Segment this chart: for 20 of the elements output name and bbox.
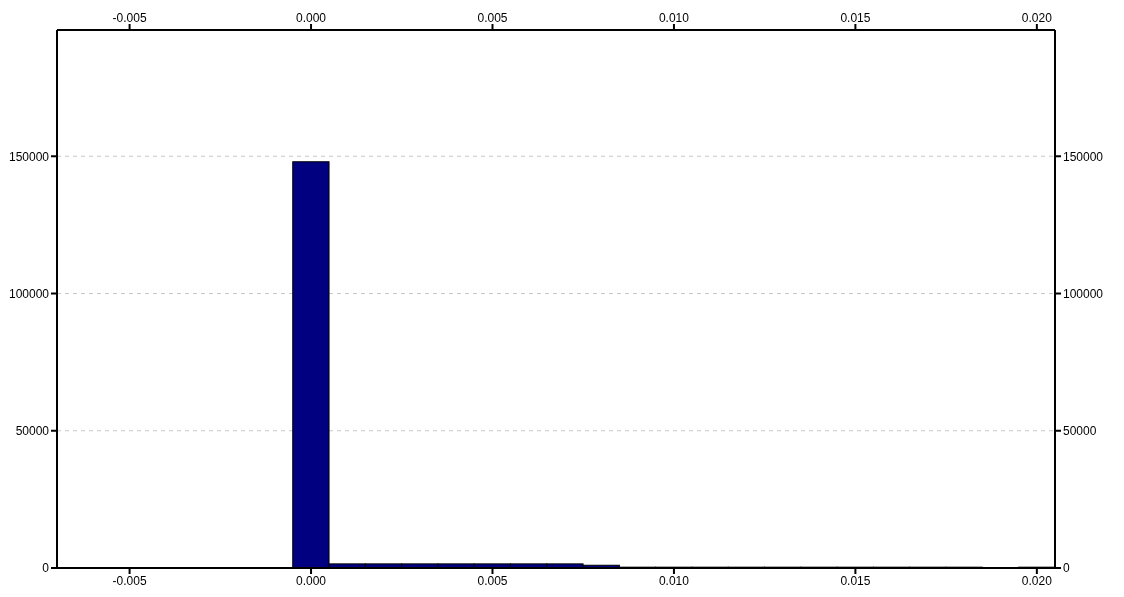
y-tick-label: 50000: [15, 424, 50, 439]
x-tick-label: 0.015: [840, 11, 871, 25]
x-tick-label: -0.005: [112, 11, 147, 25]
y2-tick-label: 100000: [1063, 286, 1104, 301]
x-tick-label: 0.000: [296, 11, 327, 25]
x-tick-label: 0.020: [1021, 11, 1053, 25]
x2-tick-label: 0.010: [658, 573, 690, 588]
y-tick-label: 100000: [8, 286, 50, 301]
y2-tick-label: 150000: [1063, 149, 1104, 164]
x2-tick-label: 0.020: [1021, 573, 1053, 588]
y2-tick-label: 0: [1063, 561, 1070, 576]
y2-tick-label: 50000: [1063, 424, 1097, 439]
y-tick-label: 150000: [8, 149, 50, 164]
x2-tick-label: 0.000: [296, 573, 327, 588]
y-tick-label: 0: [42, 561, 50, 576]
x2-tick-label: 0.005: [477, 573, 508, 588]
x-tick-label: 0.010: [658, 11, 690, 25]
x2-tick-label: 0.015: [840, 573, 871, 588]
x2-tick-label: -0.005: [112, 573, 147, 588]
x-tick-label: 0.005: [477, 11, 508, 25]
